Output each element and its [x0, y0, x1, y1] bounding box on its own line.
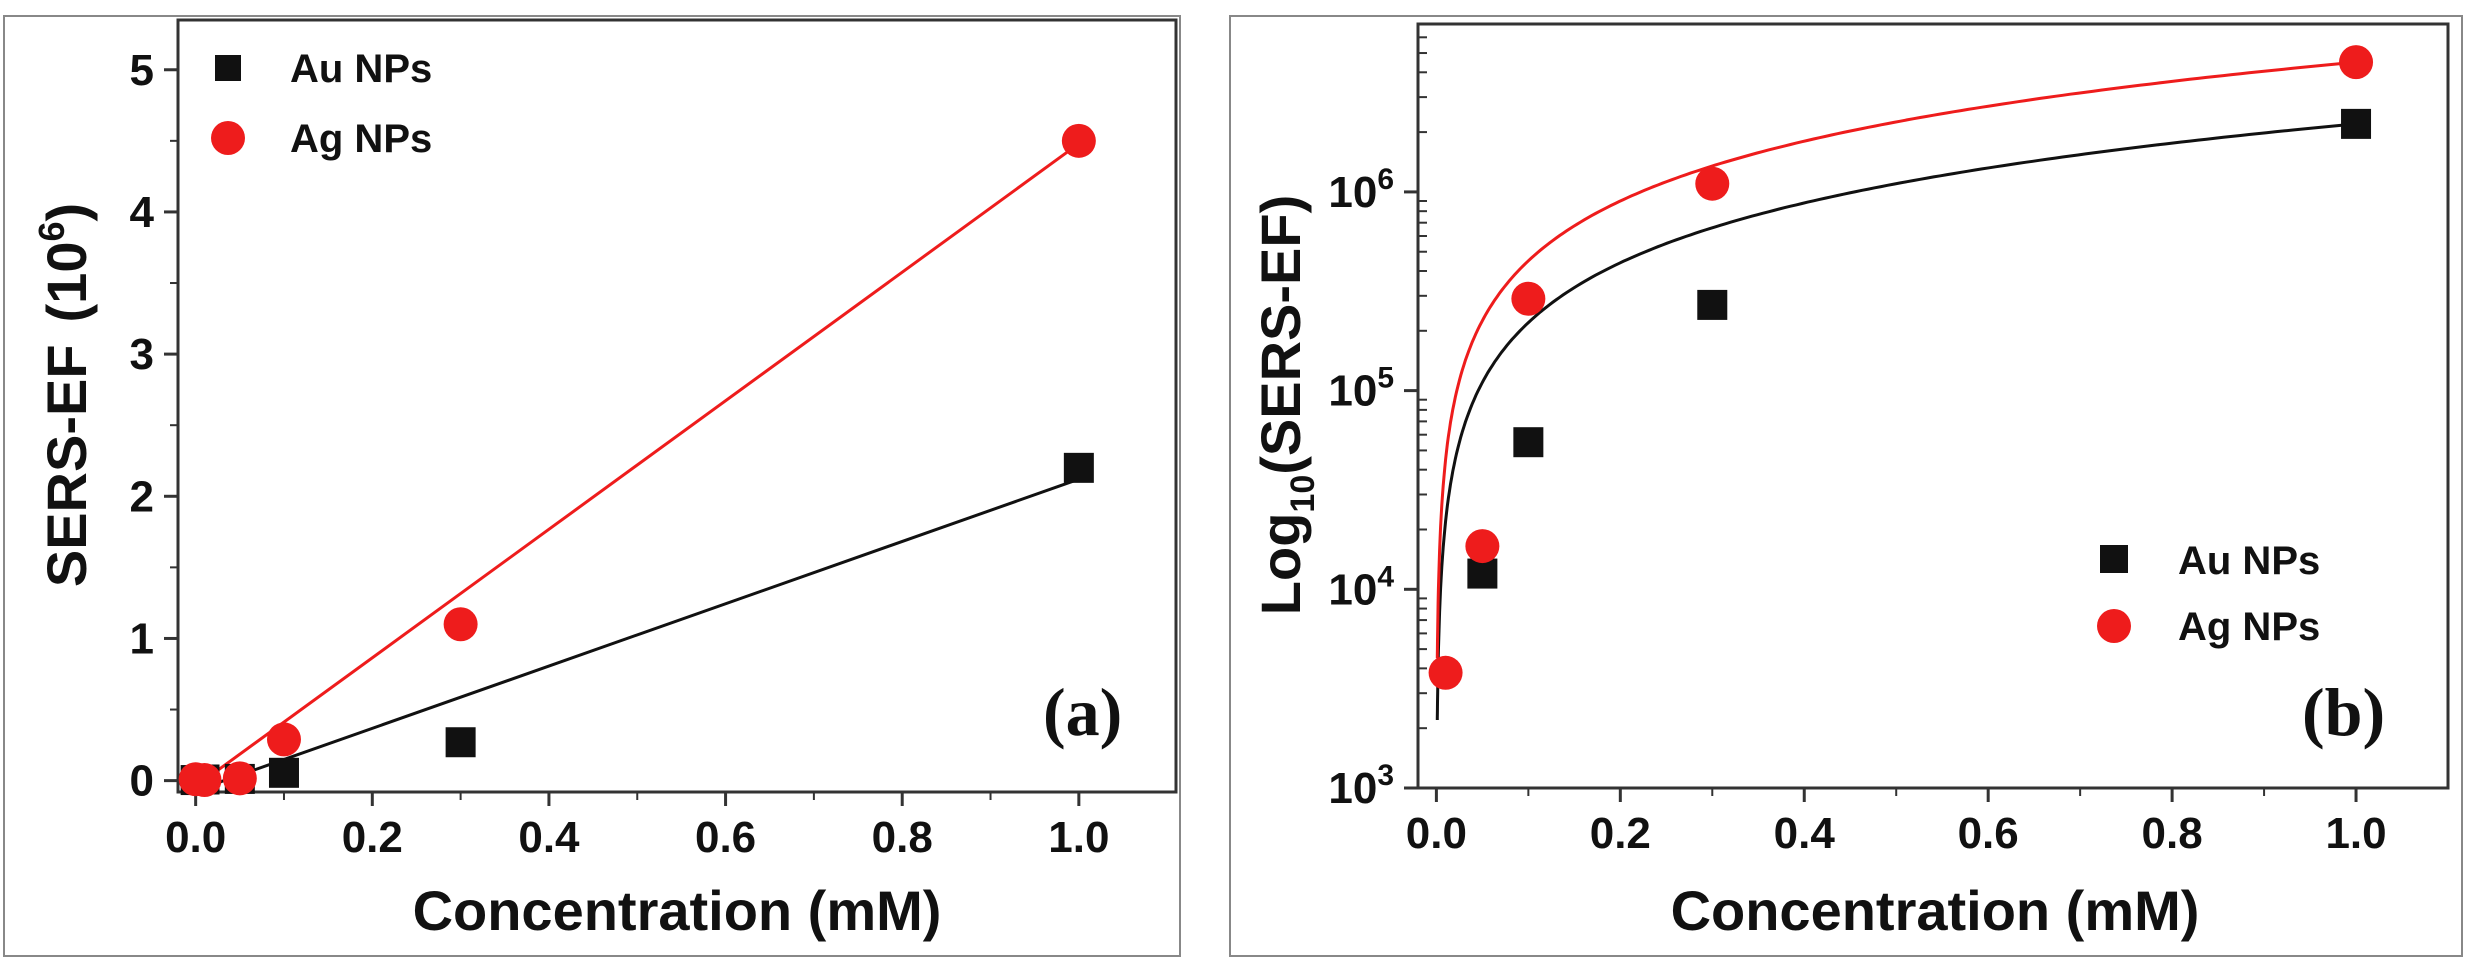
panel-b-legend-au-label: Au NPs: [2178, 539, 2320, 583]
panel-a-y-label-exp: 6: [31, 221, 72, 241]
panel-b-legend-ag-label: Ag NPs: [2178, 605, 2320, 649]
panel-a-y-label-main: SERS-EF: [35, 344, 98, 587]
y-tick-exponent: 3: [1377, 759, 1394, 792]
data-point-ag-nps: [1695, 166, 1730, 201]
data-point-ag-nps: [1511, 281, 1546, 316]
data-point-ag-nps: [1465, 529, 1500, 564]
panel-a-legend-au-marker: [215, 55, 241, 81]
panel-b-label: (b): [2302, 674, 2385, 750]
data-point-ag-nps: [443, 607, 478, 642]
panel-a-legend-ag-marker: [211, 121, 245, 155]
chart-panel-a: 0.0 0.2 0.4 0.6 0.8 1.0 0 1 2 3 4 5 Concentration …: [3, 15, 1181, 957]
y-tick-base: 10: [1328, 764, 1377, 813]
y-tick-exponent: 4: [1377, 560, 1394, 593]
panel-a-y-label-unit: (10: [35, 242, 98, 323]
panel-a-y-label-close: ): [35, 203, 98, 222]
x-tick-label: 0.2: [342, 813, 403, 862]
y-tick-label: 5: [130, 46, 154, 95]
y-tick-label: 1: [130, 614, 154, 663]
fit-line-au-nps: [1435, 122, 2357, 720]
y-tick-label: 104: [1328, 560, 1394, 614]
panel-b-legend-au-marker: [2100, 545, 2128, 573]
data-point-ag-nps: [1061, 123, 1096, 158]
panel-b-points: [1428, 45, 2374, 690]
x-tick-label: 0.8: [872, 813, 933, 862]
y-tick-base: 10: [1328, 168, 1377, 217]
panel-a-plot-frame: [176, 18, 1178, 794]
panel-a-points: [178, 123, 1096, 798]
data-point-ag-nps: [187, 763, 222, 798]
data-point-au-nps: [1513, 427, 1544, 458]
data-point-au-nps: [1467, 558, 1498, 589]
panel-b-fit-lines: [1435, 60, 2357, 720]
y-tick-exponent: 6: [1377, 163, 1394, 196]
panel-a-legend: Au NPs Ag NPs: [211, 47, 432, 161]
x-tick-label: 0.0: [1406, 809, 1467, 858]
y-tick-exponent: 5: [1377, 362, 1394, 395]
x-tick-label: 0.0: [165, 813, 226, 862]
data-point-au-nps: [268, 757, 299, 788]
y-tick-base: 10: [1328, 367, 1377, 416]
data-point-ag-nps: [266, 722, 301, 757]
panel-b-y-label-sub: 10: [1284, 475, 1322, 513]
panel-a-x-ticks: 0.0 0.2 0.4 0.6 0.8 1.0: [165, 792, 1109, 862]
panel-b-outer-frame: [1229, 15, 2463, 957]
panel-b-legend-ag-marker: [2097, 609, 2131, 643]
x-tick-label: 0.4: [1774, 809, 1836, 858]
data-point-au-nps: [445, 727, 476, 758]
data-point-ag-nps: [1428, 655, 1463, 690]
y-tick-label: 0: [130, 757, 154, 806]
data-point-au-nps: [1697, 289, 1728, 320]
y-tick-base: 10: [1328, 565, 1377, 614]
y-tick-label: 106: [1328, 163, 1394, 217]
fit-line-ag-nps: [1435, 60, 2357, 659]
panel-a-x-axis-label: Concentration (mM): [413, 879, 942, 942]
x-tick-label: 1.0: [1048, 813, 1109, 862]
panel-b-x-ticks: 0.0 0.2 0.4 0.6 0.8 1.0: [1406, 788, 2387, 858]
panel-a-y-axis-label: SERS-EF (106): [31, 203, 98, 587]
data-point-au-nps: [1063, 452, 1094, 483]
panel-a-legend-ag-label: Ag NPs: [290, 117, 432, 161]
x-tick-label: 0.6: [695, 813, 756, 862]
x-tick-label: 0.8: [2142, 809, 2203, 858]
y-tick-label: 105: [1328, 362, 1394, 416]
panel-b-x-axis-label: Concentration (mM): [1671, 879, 2200, 942]
panel-b-y-label-rest: (SERS-EF): [1249, 195, 1312, 475]
x-tick-label: 0.4: [518, 813, 580, 862]
fit-line-au-nps: [195, 477, 1080, 793]
panel-a-legend-au-label: Au NPs: [290, 47, 432, 91]
x-tick-label: 1.0: [2325, 809, 2386, 858]
panel-b-y-label-main: Log: [1249, 513, 1312, 616]
y-tick-label: 4: [130, 188, 155, 237]
data-point-au-nps: [2341, 108, 2372, 139]
panel-b-plot-frame: [1416, 22, 2450, 790]
data-point-ag-nps: [222, 761, 257, 796]
y-tick-label: 2: [130, 472, 154, 521]
x-tick-label: 0.6: [1958, 809, 2019, 858]
data-point-ag-nps: [2339, 45, 2374, 80]
y-tick-label: 103: [1328, 759, 1394, 813]
x-tick-label: 0.2: [1590, 809, 1651, 858]
y-tick-label: 3: [130, 330, 154, 379]
panel-a-label: (a): [1043, 674, 1122, 750]
panel-b-legend: Au NPs Ag NPs: [2097, 539, 2320, 649]
panel-a-y-ticks: 0 1 2 3 4 5: [130, 46, 178, 806]
panel-a-outer-frame: [3, 15, 1181, 957]
fit-line-ag-nps: [194, 142, 1080, 788]
panel-b-y-axis-label: Log10(SERS-EF): [1249, 195, 1322, 615]
panel-a-fit-lines: [194, 142, 1080, 793]
